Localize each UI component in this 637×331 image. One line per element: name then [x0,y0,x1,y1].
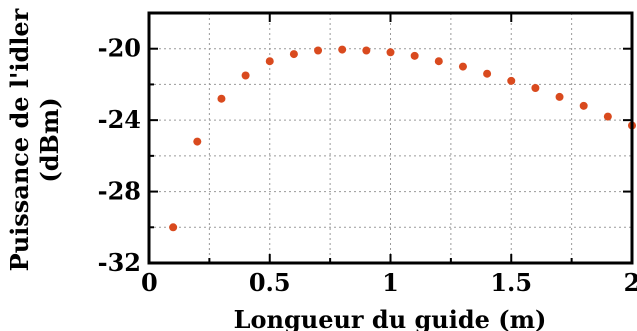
y-axis-label-line1: Puissance de l'idler [5,8,34,271]
data-point [531,84,540,92]
data-point [338,45,347,54]
data-point [289,50,298,59]
data-point [362,46,371,55]
data-point [314,46,323,55]
data-point [265,57,274,66]
y-tick-label: -20 [98,34,141,63]
y-axis-label-line2: (dBm) [35,97,64,182]
axis-ticks [148,13,633,264]
y-tick-label: -32 [98,248,141,277]
data-point [217,94,226,103]
data-point [241,71,250,80]
y-axis-label: Puissance de l'idler (dBm) [5,8,64,271]
data-point [507,76,516,85]
data-point [169,223,178,232]
data-points [169,45,636,232]
x-tick-label: 2 [624,268,637,297]
x-tick-label: 1.5 [490,268,532,297]
data-point [483,69,492,78]
y-tick-labels: -32 -28 -24 -20 [98,34,141,277]
x-tick-label: 0 [141,268,158,297]
data-point [434,57,443,66]
data-point [410,51,419,60]
y-tick-label: -28 [98,177,141,206]
data-point [458,62,467,71]
x-tick-label: 1 [382,268,399,297]
data-point [386,48,395,57]
y-tick-label: -24 [98,105,141,134]
x-axis-label: Longueur du guide (m) [234,305,547,331]
data-point [579,101,588,110]
data-point [603,112,612,121]
data-point [555,92,564,101]
x-tick-labels: 0 0.5 1 1.5 2 [141,268,637,297]
x-tick-label: 0.5 [249,268,291,297]
data-point [193,137,202,146]
